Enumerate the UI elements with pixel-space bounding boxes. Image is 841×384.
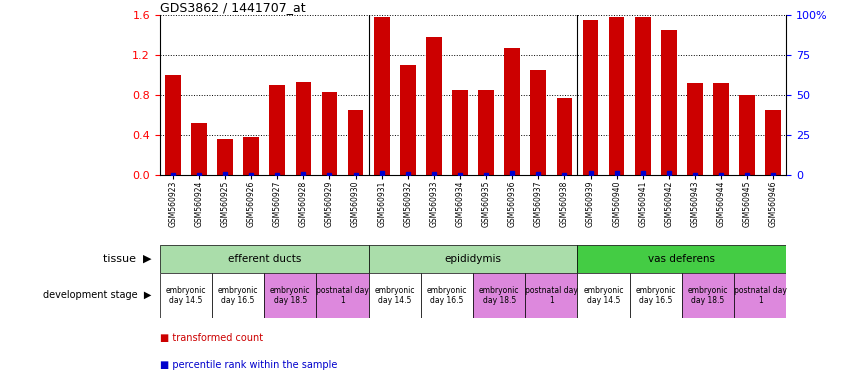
- Bar: [713, 83, 729, 175]
- Text: ■ percentile rank within the sample: ■ percentile rank within the sample: [160, 360, 337, 370]
- Bar: [400, 65, 415, 175]
- Bar: [630, 273, 682, 318]
- Bar: [609, 17, 625, 175]
- Text: embryonic
day 14.5: embryonic day 14.5: [374, 286, 415, 305]
- Bar: [531, 70, 546, 175]
- Text: embryonic
day 16.5: embryonic day 16.5: [636, 286, 676, 305]
- Bar: [661, 30, 677, 175]
- Bar: [687, 83, 703, 175]
- Bar: [295, 82, 311, 175]
- Bar: [578, 273, 630, 318]
- Bar: [420, 273, 473, 318]
- Text: embryonic
day 16.5: embryonic day 16.5: [218, 286, 258, 305]
- Bar: [583, 20, 598, 175]
- Text: embryonic
day 18.5: embryonic day 18.5: [479, 286, 520, 305]
- Text: postnatal day
1: postnatal day 1: [525, 286, 578, 305]
- Text: postnatal day
1: postnatal day 1: [316, 286, 369, 305]
- Bar: [165, 75, 181, 175]
- Text: GDS3862 / 1441707_at: GDS3862 / 1441707_at: [160, 1, 305, 14]
- Text: development stage  ▶: development stage ▶: [43, 291, 151, 301]
- Bar: [212, 273, 264, 318]
- Text: ■ transformed count: ■ transformed count: [160, 333, 263, 343]
- Bar: [321, 92, 337, 175]
- Text: tissue  ▶: tissue ▶: [103, 254, 151, 264]
- Bar: [452, 90, 468, 175]
- Bar: [505, 48, 520, 175]
- Text: efferent ducts: efferent ducts: [228, 254, 301, 264]
- Bar: [557, 98, 572, 175]
- Bar: [368, 273, 420, 318]
- Bar: [374, 17, 389, 175]
- Bar: [191, 123, 207, 175]
- Bar: [217, 139, 233, 175]
- Bar: [526, 273, 578, 318]
- Bar: [635, 17, 651, 175]
- Bar: [160, 245, 368, 273]
- Text: postnatal day
1: postnatal day 1: [734, 286, 786, 305]
- Bar: [426, 37, 442, 175]
- Bar: [368, 245, 578, 273]
- Text: embryonic
day 16.5: embryonic day 16.5: [426, 286, 468, 305]
- Bar: [734, 273, 786, 318]
- Text: embryonic
day 18.5: embryonic day 18.5: [270, 286, 310, 305]
- Bar: [264, 273, 316, 318]
- Bar: [682, 273, 734, 318]
- Bar: [578, 245, 786, 273]
- Text: vas deferens: vas deferens: [648, 254, 716, 264]
- Text: embryonic
day 14.5: embryonic day 14.5: [584, 286, 624, 305]
- Text: embryonic
day 18.5: embryonic day 18.5: [688, 286, 728, 305]
- Bar: [243, 137, 259, 175]
- Bar: [269, 85, 285, 175]
- Bar: [473, 273, 526, 318]
- Bar: [765, 110, 781, 175]
- Bar: [316, 273, 368, 318]
- Bar: [160, 273, 212, 318]
- Bar: [479, 90, 494, 175]
- Bar: [347, 110, 363, 175]
- Text: embryonic
day 14.5: embryonic day 14.5: [166, 286, 206, 305]
- Text: epididymis: epididymis: [445, 254, 501, 264]
- Bar: [739, 95, 755, 175]
